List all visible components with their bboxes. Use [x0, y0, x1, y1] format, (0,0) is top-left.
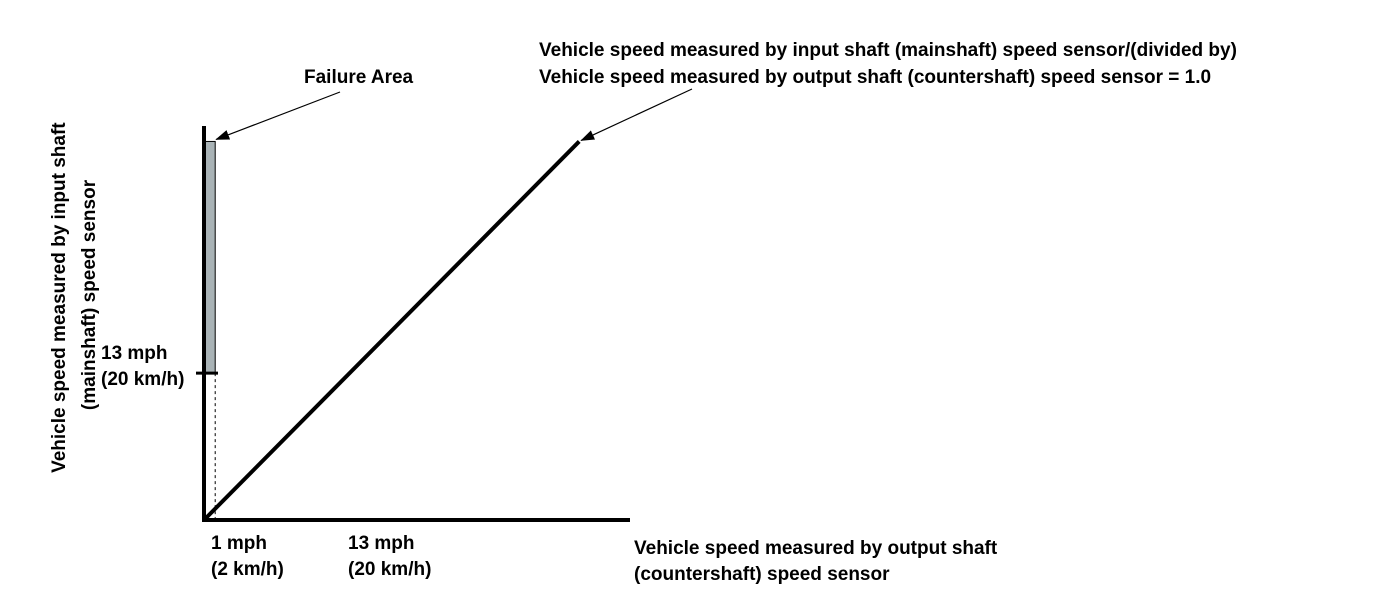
failure-area-label: Failure Area: [304, 67, 414, 88]
ratio-line-label: Vehicle speed measured by input shaft (m…: [539, 40, 1242, 88]
ratio-series-line: [202, 140, 581, 522]
y-axis-title: Vehicle speed measured by input shaft (m…: [49, 117, 100, 473]
x-tick-label-1-mph: 1 mph (2 km/h): [211, 533, 284, 580]
ratio-line-arrow: [580, 88, 693, 141]
x-axis-title: Vehicle speed measured by output shaft (…: [634, 538, 1003, 585]
y-tick-label-13-mph: 13 mph (20 km/h): [101, 343, 184, 390]
x-tick-label-13-mph: 13 mph (20 km/h): [348, 533, 431, 580]
failure-area-arrow: [215, 91, 341, 141]
